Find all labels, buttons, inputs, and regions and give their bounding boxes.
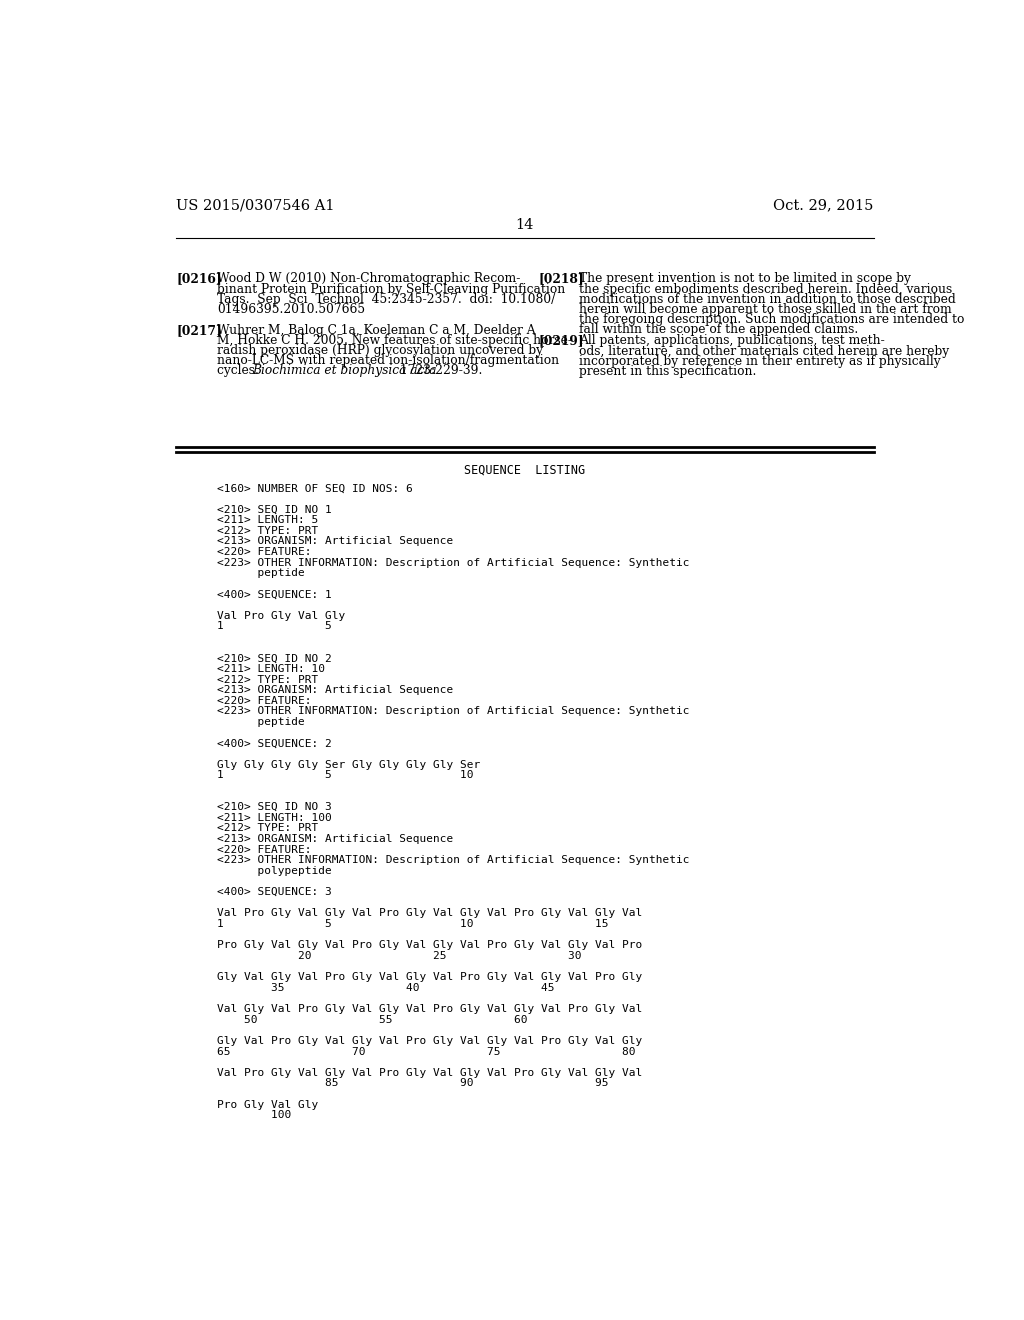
Text: <223> OTHER INFORMATION: Description of Artificial Sequence: Synthetic: <223> OTHER INFORMATION: Description of … xyxy=(217,706,689,717)
Text: binant Protein Purification by Self-Cleaving Purification: binant Protein Purification by Self-Clea… xyxy=(217,282,565,296)
Text: the specific embodiments described herein. Indeed, various: the specific embodiments described herei… xyxy=(579,282,952,296)
Text: 1723:229-39.: 1723:229-39. xyxy=(395,364,482,378)
Text: present in this specification.: present in this specification. xyxy=(579,364,757,378)
Text: 1               5                   10                  15: 1 5 10 15 xyxy=(217,919,608,929)
Text: 1               5: 1 5 xyxy=(217,622,332,631)
Text: herein will become apparent to those skilled in the art from: herein will become apparent to those ski… xyxy=(579,302,951,315)
Text: <212> TYPE: PRT: <212> TYPE: PRT xyxy=(217,824,318,833)
Text: Gly Gly Gly Gly Ser Gly Gly Gly Gly Ser: Gly Gly Gly Gly Ser Gly Gly Gly Gly Ser xyxy=(217,759,480,770)
Text: incorporated by reference in their entirety as if physically: incorporated by reference in their entir… xyxy=(579,355,941,368)
Text: Tags.  Sep  Sci  Technol  45:2345-2357.  doi:  10.1080/: Tags. Sep Sci Technol 45:2345-2357. doi:… xyxy=(217,293,555,306)
Text: Biochimica et biophysica acta: Biochimica et biophysica acta xyxy=(253,364,437,378)
Text: 100: 100 xyxy=(217,1110,292,1121)
Text: All patents, applications, publications, test meth-: All patents, applications, publications,… xyxy=(579,334,885,347)
Text: Gly Val Pro Gly Val Gly Val Pro Gly Val Gly Val Pro Gly Val Gly: Gly Val Pro Gly Val Gly Val Pro Gly Val … xyxy=(217,1036,642,1045)
Text: nano-LC-MS with repeated ion-isolation/fragmentation: nano-LC-MS with repeated ion-isolation/f… xyxy=(217,354,559,367)
Text: Val Gly Val Pro Gly Val Gly Val Pro Gly Val Gly Val Pro Gly Val: Val Gly Val Pro Gly Val Gly Val Pro Gly … xyxy=(217,1005,642,1014)
Text: <400> SEQUENCE: 1: <400> SEQUENCE: 1 xyxy=(217,590,332,599)
Text: <211> LENGTH: 10: <211> LENGTH: 10 xyxy=(217,664,326,675)
Text: <212> TYPE: PRT: <212> TYPE: PRT xyxy=(217,675,318,685)
Text: The present invention is not to be limited in scope by: The present invention is not to be limit… xyxy=(579,272,911,285)
Text: Pro Gly Val Gly: Pro Gly Val Gly xyxy=(217,1100,318,1110)
Text: Pro Gly Val Gly Val Pro Gly Val Gly Val Pro Gly Val Gly Val Pro: Pro Gly Val Gly Val Pro Gly Val Gly Val … xyxy=(217,940,642,950)
Text: Gly Val Gly Val Pro Gly Val Gly Val Pro Gly Val Gly Val Pro Gly: Gly Val Gly Val Pro Gly Val Gly Val Pro … xyxy=(217,972,642,982)
Text: 20                  25                  30: 20 25 30 xyxy=(217,950,582,961)
Text: fall within the scope of the appended claims.: fall within the scope of the appended cl… xyxy=(579,323,858,337)
Text: <210> SEQ ID NO 1: <210> SEQ ID NO 1 xyxy=(217,504,332,515)
Text: <211> LENGTH: 100: <211> LENGTH: 100 xyxy=(217,813,332,822)
Text: 35                  40                  45: 35 40 45 xyxy=(217,983,555,993)
Text: modifications of the invention in addition to those described: modifications of the invention in additi… xyxy=(579,293,955,306)
Text: US 2015/0307546 A1: US 2015/0307546 A1 xyxy=(176,198,335,213)
Text: <400> SEQUENCE: 2: <400> SEQUENCE: 2 xyxy=(217,738,332,748)
Text: peptide: peptide xyxy=(217,569,305,578)
Text: polypeptide: polypeptide xyxy=(217,866,332,876)
Text: <220> FEATURE:: <220> FEATURE: xyxy=(217,546,311,557)
Text: the foregoing description. Such modifications are intended to: the foregoing description. Such modifica… xyxy=(579,313,965,326)
Text: [0217]: [0217] xyxy=(176,323,222,337)
Text: <213> ORGANISM: Artificial Sequence: <213> ORGANISM: Artificial Sequence xyxy=(217,685,454,696)
Text: Wuhrer M, Balog C 1a, Koeleman C a M, Deelder A: Wuhrer M, Balog C 1a, Koeleman C a M, De… xyxy=(217,323,536,337)
Text: <212> TYPE: PRT: <212> TYPE: PRT xyxy=(217,525,318,536)
Text: [0219]: [0219] xyxy=(539,334,585,347)
Text: <223> OTHER INFORMATION: Description of Artificial Sequence: Synthetic: <223> OTHER INFORMATION: Description of … xyxy=(217,558,689,568)
Text: peptide: peptide xyxy=(217,717,305,727)
Text: Oct. 29, 2015: Oct. 29, 2015 xyxy=(773,198,873,213)
Text: 65                  70                  75                  80: 65 70 75 80 xyxy=(217,1047,636,1056)
Text: cycles.: cycles. xyxy=(217,364,263,378)
Text: <213> ORGANISM: Artificial Sequence: <213> ORGANISM: Artificial Sequence xyxy=(217,834,454,843)
Text: 1               5                   10: 1 5 10 xyxy=(217,771,474,780)
Text: Val Pro Gly Val Gly: Val Pro Gly Val Gly xyxy=(217,611,345,620)
Text: SEQUENCE  LISTING: SEQUENCE LISTING xyxy=(464,463,586,477)
Text: <160> NUMBER OF SEQ ID NOS: 6: <160> NUMBER OF SEQ ID NOS: 6 xyxy=(217,483,413,494)
Text: <210> SEQ ID NO 2: <210> SEQ ID NO 2 xyxy=(217,653,332,664)
Text: 14: 14 xyxy=(516,218,534,232)
Text: <400> SEQUENCE: 3: <400> SEQUENCE: 3 xyxy=(217,887,332,898)
Text: <223> OTHER INFORMATION: Description of Artificial Sequence: Synthetic: <223> OTHER INFORMATION: Description of … xyxy=(217,855,689,865)
Text: Val Pro Gly Val Gly Val Pro Gly Val Gly Val Pro Gly Val Gly Val: Val Pro Gly Val Gly Val Pro Gly Val Gly … xyxy=(217,908,642,919)
Text: <213> ORGANISM: Artificial Sequence: <213> ORGANISM: Artificial Sequence xyxy=(217,536,454,546)
Text: 01496395.2010.507665: 01496395.2010.507665 xyxy=(217,302,366,315)
Text: ods, literature, and other materials cited herein are hereby: ods, literature, and other materials cit… xyxy=(579,345,949,358)
Text: <211> LENGTH: 5: <211> LENGTH: 5 xyxy=(217,515,318,525)
Text: [0216]: [0216] xyxy=(176,272,221,285)
Text: 85                  90                  95: 85 90 95 xyxy=(217,1078,608,1089)
Text: Val Pro Gly Val Gly Val Pro Gly Val Gly Val Pro Gly Val Gly Val: Val Pro Gly Val Gly Val Pro Gly Val Gly … xyxy=(217,1068,642,1077)
Text: [0218]: [0218] xyxy=(539,272,585,285)
Text: M, Hokke C H. 2005. New features of site-specific horse-: M, Hokke C H. 2005. New features of site… xyxy=(217,334,572,347)
Text: Wood D W (2010) Non-Chromatographic Recom-: Wood D W (2010) Non-Chromatographic Reco… xyxy=(217,272,520,285)
Text: 50                  55                  60: 50 55 60 xyxy=(217,1015,527,1024)
Text: radish peroxidase (HRP) glycosylation uncovered by: radish peroxidase (HRP) glycosylation un… xyxy=(217,345,543,356)
Text: <220> FEATURE:: <220> FEATURE: xyxy=(217,696,311,706)
Text: <210> SEQ ID NO 3: <210> SEQ ID NO 3 xyxy=(217,803,332,812)
Text: <220> FEATURE:: <220> FEATURE: xyxy=(217,845,311,854)
